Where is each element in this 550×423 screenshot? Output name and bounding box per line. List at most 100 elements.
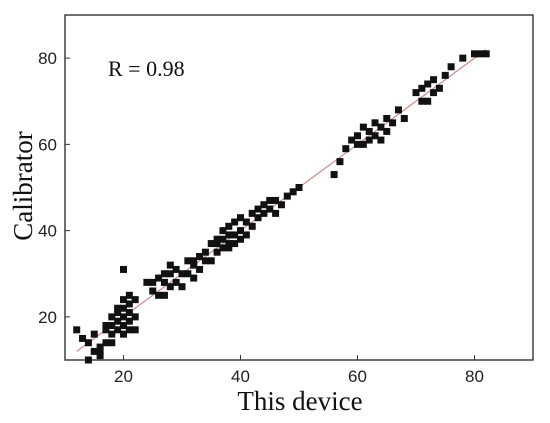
data-point — [418, 84, 426, 92]
data-point — [114, 326, 122, 334]
data-point — [160, 291, 168, 299]
y-axis-label: Calibrator — [8, 131, 38, 240]
data-point — [231, 218, 239, 226]
data-point — [424, 80, 432, 88]
data-point — [359, 123, 367, 131]
data-point — [108, 330, 116, 338]
data-point — [237, 214, 244, 222]
data-point — [96, 343, 104, 351]
data-point — [260, 209, 268, 217]
x-tick-label: 40 — [231, 367, 250, 386]
data-point — [201, 257, 209, 265]
y-tick-label: 20 — [38, 308, 57, 327]
data-point — [131, 296, 139, 304]
data-points — [73, 50, 490, 364]
correlation-annotation: R = 0.98 — [108, 56, 185, 81]
data-point — [131, 326, 139, 334]
data-point — [90, 330, 98, 338]
data-point — [120, 330, 127, 338]
data-point — [120, 322, 127, 329]
data-point — [266, 205, 274, 213]
x-axis-label: This device — [237, 386, 362, 416]
x-tick-label: 80 — [465, 367, 484, 386]
data-point — [96, 347, 104, 355]
data-point — [219, 227, 227, 235]
data-point — [102, 322, 110, 329]
data-point — [120, 313, 127, 321]
data-point — [125, 291, 133, 299]
data-point — [166, 283, 174, 291]
data-point — [90, 347, 98, 355]
data-point — [160, 270, 168, 278]
data-point — [272, 196, 280, 204]
data-point — [336, 158, 344, 166]
data-point — [283, 192, 291, 200]
data-point — [476, 50, 484, 58]
data-point — [149, 287, 157, 295]
data-point — [125, 317, 133, 325]
data-point — [196, 253, 204, 260]
data-point — [242, 218, 250, 226]
data-point — [289, 188, 297, 196]
data-point — [394, 106, 402, 114]
data-point — [190, 274, 198, 282]
data-point — [219, 235, 227, 243]
data-point — [225, 231, 233, 239]
data-point — [166, 261, 174, 269]
y-tick-label: 60 — [38, 135, 57, 154]
data-point — [178, 283, 186, 291]
data-point — [400, 115, 408, 122]
data-point — [184, 257, 192, 265]
data-point — [149, 278, 157, 286]
y-tick-label: 40 — [38, 222, 57, 241]
data-point — [155, 291, 163, 299]
data-point — [231, 240, 239, 248]
data-point — [84, 356, 92, 364]
data-point — [120, 304, 127, 312]
data-point — [231, 231, 239, 239]
data-point — [125, 309, 133, 317]
data-point — [383, 115, 391, 122]
data-point — [225, 222, 233, 230]
data-point — [84, 339, 92, 347]
data-point — [254, 214, 262, 222]
data-point — [102, 326, 110, 334]
data-point — [172, 265, 180, 273]
tick-group: 20 40 60 80 20 40 60 80 — [38, 49, 484, 386]
data-point — [213, 240, 221, 248]
data-point — [125, 326, 133, 334]
data-point — [114, 317, 122, 325]
data-point — [272, 209, 280, 217]
data-point — [237, 235, 244, 243]
data-point — [330, 171, 338, 179]
data-point — [365, 127, 373, 135]
data-point — [166, 270, 174, 278]
data-point — [354, 140, 361, 148]
data-point — [377, 123, 385, 131]
data-point — [120, 265, 127, 273]
data-point — [108, 339, 116, 347]
data-point — [102, 339, 110, 347]
data-point — [190, 257, 198, 265]
data-point — [73, 326, 81, 334]
data-point — [295, 184, 303, 191]
data-point — [248, 209, 256, 217]
data-point — [459, 54, 467, 62]
data-point — [160, 278, 168, 286]
data-point — [482, 50, 490, 58]
data-point — [435, 84, 443, 92]
data-point — [371, 119, 379, 127]
data-point — [213, 248, 221, 256]
data-point — [354, 132, 361, 140]
x-tick-label: 60 — [348, 367, 367, 386]
data-point — [383, 127, 391, 135]
data-point — [377, 136, 385, 144]
data-point — [424, 97, 432, 105]
data-point — [190, 261, 198, 269]
data-point — [120, 296, 127, 304]
data-point — [96, 352, 104, 360]
data-point — [131, 313, 139, 321]
data-point — [371, 132, 379, 140]
fit-line — [76, 49, 487, 352]
